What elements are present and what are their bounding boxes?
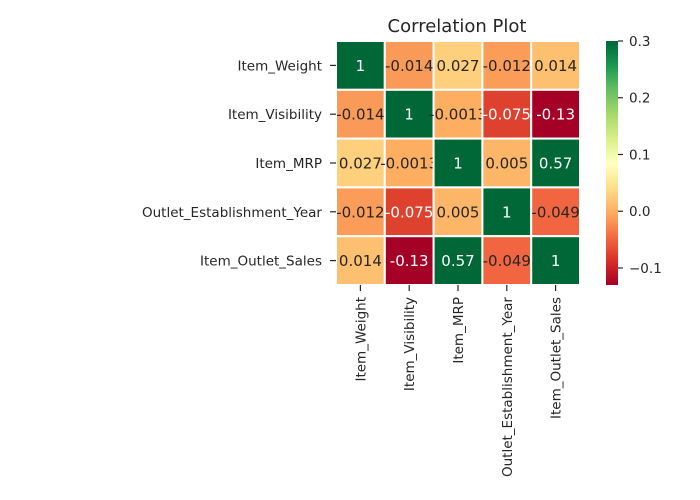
cell-value-label: 0.005 (485, 155, 528, 173)
row-labels: Item_Weight Item_Visibility Item_MRP Outlet… (142, 58, 336, 270)
cell-value-label: -0.0013 (380, 155, 438, 173)
column-tick-label: Outlet_Establishment_Year (500, 297, 516, 477)
heatmap-cell (383, 137, 435, 189)
heatmap-cell (530, 186, 582, 238)
colorbar-tick-label: 0.1 (629, 147, 650, 163)
cell-value-label: -0.075 (385, 203, 433, 221)
cell-value-label: 1 (453, 155, 463, 173)
heatmap-cell (432, 88, 484, 140)
heatmap-cell (432, 235, 484, 286)
heatmap-cell (481, 186, 533, 238)
heatmap-cells: 1 -0.014 0.027 -0.012 0.014-0.014 1 -0.0013-0.… (335, 40, 582, 286)
cell-value-label: -0.049 (483, 252, 531, 270)
cell-value-label: -0.014 (336, 106, 384, 124)
row-tick-label: Item_Outlet_Sales (200, 254, 322, 270)
colorbar-tick-label: −0.1 (629, 261, 662, 277)
column-labels: Item_Weight Item_Visibility Item_MRP Outlet… (353, 285, 565, 477)
row-tick-label: Item_MRP (255, 156, 322, 172)
cell-value-label: 0.027 (437, 57, 480, 75)
colorbar-tick-label: 0.3 (629, 34, 650, 50)
cell-value-label: -0.012 (483, 57, 531, 75)
cell-value-label: 1 (356, 57, 366, 75)
heatmap-cell (481, 137, 533, 189)
cell-value-label: -0.13 (390, 252, 429, 270)
chart-title: Correlation Plot (388, 16, 527, 37)
cell-value-label: -0.13 (536, 106, 575, 124)
cell-value-label: -0.049 (531, 203, 579, 221)
column-tick-label: Item_Outlet_Sales (549, 297, 565, 419)
cell-value-label: 0.014 (534, 57, 577, 75)
heatmap-cell (530, 88, 582, 140)
column-tick-label: Item_Visibility (402, 297, 418, 391)
row-tick-label: Outlet_Establishment_Year (142, 205, 322, 221)
heatmap-cell (383, 235, 435, 286)
cell-value-label: 1 (502, 203, 512, 221)
cell-value-label: -0.075 (483, 106, 531, 124)
cell-value-label: 0.027 (339, 155, 382, 173)
colorbar: 0.3 0.2 0.1 0.0 −0.1 (606, 34, 662, 285)
row-tick-label: Item_Weight (237, 58, 322, 74)
column-tick-label: Item_Weight (353, 297, 369, 382)
colorbar-tick-label: 0.0 (629, 204, 650, 220)
colorbar-gradient (606, 41, 618, 285)
colorbar-tick-label: 0.2 (629, 91, 650, 107)
cell-value-label: 0.005 (437, 203, 480, 221)
cell-value-label: 1 (551, 252, 561, 270)
cell-value-label: -0.012 (336, 203, 384, 221)
cell-value-label: 0.014 (339, 252, 382, 270)
cell-value-label: -0.0013 (429, 106, 487, 124)
cell-value-label: 0.57 (539, 155, 572, 173)
cell-value-label: -0.014 (385, 57, 433, 75)
row-tick-label: Item_Visibility (228, 107, 322, 123)
cell-value-label: 1 (404, 106, 414, 124)
cell-value-label: 0.57 (441, 252, 474, 270)
heatmap-cell (383, 186, 435, 238)
column-tick-label: Item_MRP (451, 297, 467, 364)
